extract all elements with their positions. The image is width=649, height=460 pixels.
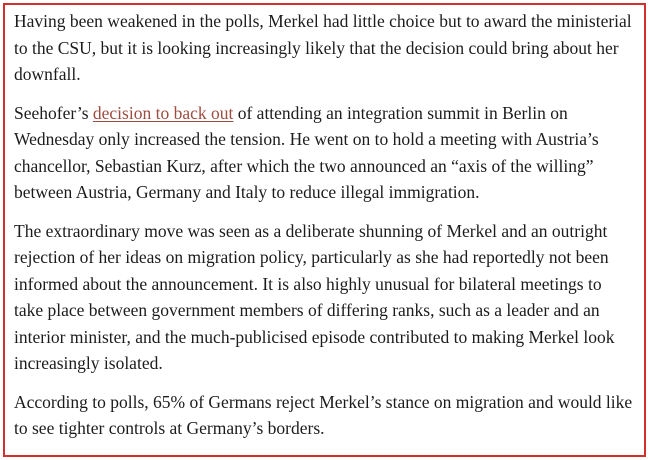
paragraph-2: Seehofer’s decision to back out of atten… — [14, 100, 634, 206]
paragraph-2-text-after: of attending an integration summit in Be… — [14, 102, 599, 203]
decision-to-back-out-link[interactable]: decision to back out — [92, 102, 234, 123]
paragraph-2-text-before: Seehofer’s — [14, 102, 93, 123]
paragraph-4: According to polls, 65% of Germans rejec… — [14, 391, 633, 439]
article-excerpt: Having been weakened in the polls, Merke… — [3, 3, 646, 457]
paragraph-1: Having been weakened in the polls, Merke… — [14, 11, 632, 84]
paragraph-3: The extraordinary move was seen as a del… — [14, 220, 615, 374]
